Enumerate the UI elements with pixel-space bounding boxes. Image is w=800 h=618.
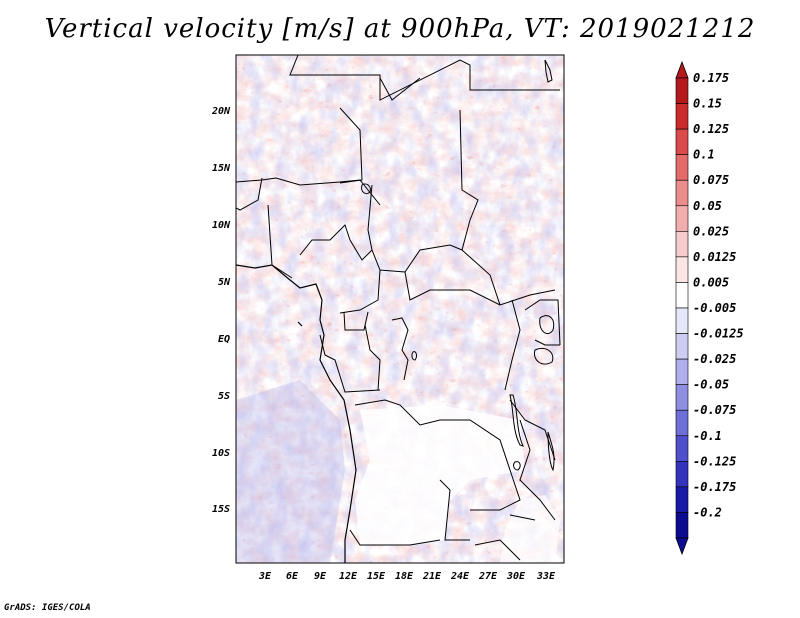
colorbar-label: 0.175 — [693, 71, 729, 85]
colorbar-bottom-arrow — [675, 537, 689, 556]
lon-label-33e: 33E — [536, 571, 556, 582]
coastline — [236, 264, 357, 563]
credit-text: GrADS: IGES/COLA — [4, 603, 91, 613]
colorbar-swatch — [675, 256, 689, 283]
colorbar: 0.175 0.15 0.125 0.1 0.075 0.05 0.025 0.0125 0.0… — [675, 60, 744, 556]
colorbar-label: 0.15 — [693, 97, 722, 111]
colorbar-swatch — [675, 179, 689, 207]
colorbar-label: -0.125 — [693, 454, 736, 468]
colorbar-label: -0.005 — [693, 301, 736, 315]
colorbar-swatch — [675, 512, 689, 539]
lat-label-15s: 15S — [212, 504, 230, 515]
colorbar-swatch — [675, 486, 689, 513]
colorbar-label: -0.075 — [693, 403, 736, 417]
lon-label-18e: 18E — [395, 571, 414, 582]
colorbar-label: -0.0125 — [693, 327, 744, 341]
colorbar-swatch — [675, 103, 689, 130]
colorbar-swatch — [675, 231, 689, 258]
lon-label-24e: 24E — [450, 571, 470, 582]
lon-label-21e: 21E — [422, 571, 442, 582]
plot-frame — [235, 54, 565, 564]
colorbar-label: 0.05 — [693, 199, 722, 213]
lakes — [361, 59, 555, 472]
lat-label-5s: 5S — [218, 391, 230, 402]
colorbar-swatch — [675, 77, 689, 104]
lat-axis: 20N 15N 10N 5N EQ 5S 10S 15S — [211, 106, 231, 515]
lon-axis: 3E 6E 9E 12E 15E 18E 21E 24E 27E 30E 33E — [258, 571, 556, 582]
velocity-field — [236, 55, 564, 563]
lat-label-10s: 10S — [212, 448, 230, 459]
lat-label-5n: 5N — [218, 277, 231, 288]
lon-label-15e: 15E — [367, 571, 386, 582]
colorbar-label: 0.125 — [693, 122, 729, 136]
lon-label-9e: 9E — [314, 571, 327, 582]
colorbar-swatch — [675, 205, 689, 232]
colorbar-swatch — [675, 435, 689, 462]
lat-label-eq: EQ — [218, 334, 230, 345]
colorbar-label: -0.05 — [693, 378, 729, 392]
colorbar-label: 0.025 — [693, 224, 729, 238]
lon-label-27e: 27E — [478, 571, 498, 582]
colorbar-swatch — [675, 333, 689, 360]
lon-label-6e: 6E — [286, 571, 299, 582]
lat-label-10n: 10N — [212, 220, 231, 231]
colorbar-label: -0.2 — [693, 505, 722, 519]
colorbar-swatch — [675, 307, 689, 334]
chart-title: Vertical velocity [m/s] at 900hPa, VT: 2… — [44, 14, 756, 44]
colorbar-swatch — [675, 384, 689, 411]
lon-label-12e: 12E — [339, 571, 358, 582]
colorbar-label: 0.005 — [693, 275, 729, 289]
lon-label-3e: 3E — [258, 571, 272, 582]
lon-label-30e: 30E — [506, 571, 526, 582]
colorbar-swatch — [675, 154, 689, 181]
colorbar-label: 0.0125 — [693, 250, 736, 264]
colorbar-swatch — [675, 461, 689, 488]
colorbar-label: -0.025 — [693, 352, 736, 366]
colorbar-label: -0.1 — [693, 429, 722, 443]
colorbar-label: 0.1 — [693, 148, 715, 162]
lat-label-15n: 15N — [212, 163, 231, 174]
colorbar-swatch — [675, 358, 689, 385]
colorbar-top-arrow — [675, 60, 689, 79]
lat-label-20n: 20N — [211, 106, 231, 117]
colorbar-swatch — [675, 282, 689, 309]
country-boundaries — [236, 55, 561, 561]
colorbar-label: -0.175 — [693, 480, 736, 494]
colorbar-swatch — [675, 128, 689, 155]
colorbar-label: 0.075 — [693, 173, 729, 187]
colorbar-swatch — [675, 409, 689, 437]
